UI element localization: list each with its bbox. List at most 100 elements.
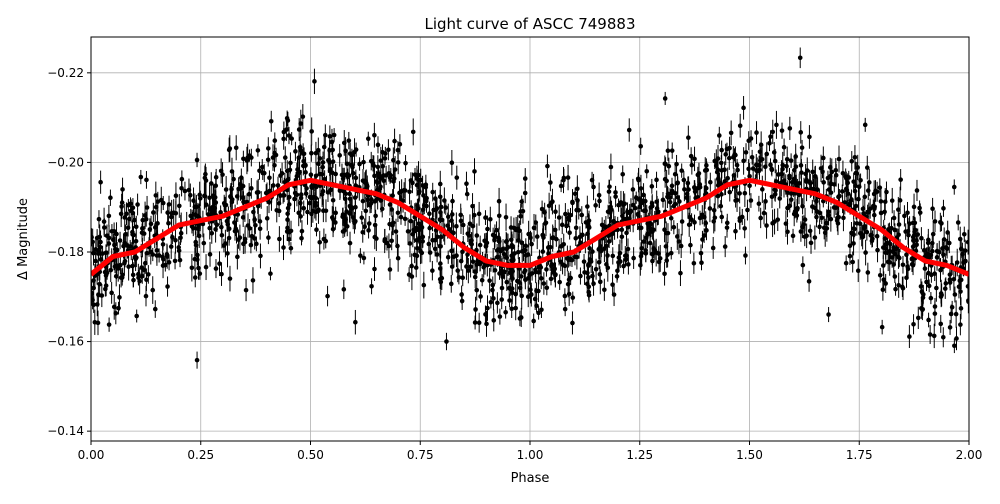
data-point	[833, 168, 839, 173]
data-point	[570, 295, 576, 300]
data-point	[144, 250, 150, 256]
data-point	[119, 200, 125, 205]
data-point	[892, 227, 898, 233]
data-point	[438, 244, 443, 249]
data-point	[131, 277, 136, 283]
data-point	[414, 225, 419, 231]
data-point	[861, 211, 866, 216]
data-point	[239, 175, 244, 180]
data-point	[140, 217, 146, 223]
data-point	[686, 222, 692, 228]
data-point	[170, 235, 175, 240]
data-point	[679, 219, 685, 224]
data-point	[289, 136, 294, 141]
data-point	[854, 221, 860, 226]
data-point	[182, 188, 188, 194]
data-point	[855, 268, 861, 273]
data-point	[585, 204, 590, 209]
data-point	[460, 275, 466, 281]
data-point	[165, 284, 170, 289]
x-tick-label: 1.00	[517, 448, 544, 462]
data-point	[826, 187, 832, 192]
data-point	[804, 168, 810, 173]
data-point	[274, 207, 280, 213]
data-point	[346, 138, 352, 143]
data-point	[465, 252, 470, 257]
data-point	[570, 200, 575, 206]
data-point	[357, 161, 362, 167]
data-point	[754, 130, 759, 135]
data-point	[113, 310, 119, 316]
data-point	[671, 224, 677, 230]
data-point	[287, 167, 293, 173]
data-point	[258, 253, 263, 259]
data-point	[726, 155, 732, 161]
data-point	[303, 163, 308, 168]
data-point	[485, 305, 490, 311]
data-point	[161, 256, 166, 262]
data-point	[219, 233, 225, 238]
data-point	[947, 325, 953, 330]
data-point	[409, 263, 414, 269]
data-point	[358, 253, 363, 258]
data-point	[98, 257, 104, 262]
data-point	[478, 294, 483, 299]
data-point	[632, 205, 638, 211]
data-point	[742, 226, 747, 231]
data-point	[936, 249, 942, 255]
data-point	[889, 225, 894, 231]
data-point	[565, 281, 571, 287]
data-point	[788, 158, 794, 163]
data-point	[917, 205, 922, 211]
data-point	[613, 190, 618, 195]
data-point	[203, 171, 208, 177]
y-tick-label: −0.18	[47, 245, 84, 259]
data-point	[879, 324, 885, 330]
data-point	[810, 169, 816, 175]
data-point	[495, 254, 500, 260]
data-point	[235, 254, 240, 260]
data-point	[719, 214, 725, 220]
data-point	[562, 263, 568, 269]
y-tick-label: −0.22	[47, 66, 84, 80]
data-point	[715, 193, 721, 199]
data-point	[194, 157, 200, 163]
data-point	[155, 221, 160, 226]
data-point	[217, 261, 222, 266]
data-point	[607, 184, 612, 189]
data-point	[938, 267, 943, 273]
data-point	[963, 258, 968, 264]
data-point	[113, 274, 119, 279]
data-point	[208, 181, 214, 186]
data-point	[638, 186, 644, 191]
data-point	[585, 270, 590, 276]
data-point	[266, 235, 271, 240]
data-point	[844, 176, 849, 181]
data-point	[155, 199, 161, 204]
data-point	[924, 279, 929, 285]
data-point	[366, 228, 371, 233]
data-point	[363, 180, 368, 186]
data-point	[469, 241, 474, 247]
data-point	[934, 255, 940, 260]
data-point	[681, 177, 687, 183]
y-tick-label: −0.14	[47, 424, 84, 438]
data-point	[423, 198, 429, 204]
data-point	[300, 114, 306, 119]
data-point	[844, 187, 850, 193]
data-point	[882, 209, 887, 215]
data-point	[909, 262, 915, 267]
data-point	[533, 220, 539, 225]
data-point	[956, 284, 962, 289]
data-point	[120, 187, 125, 192]
data-point	[381, 178, 387, 184]
data-point	[124, 211, 129, 217]
data-point	[757, 149, 763, 155]
data-point	[234, 228, 239, 233]
data-point	[539, 206, 545, 212]
data-point	[624, 216, 629, 222]
data-point	[190, 225, 196, 231]
data-point	[892, 251, 898, 257]
data-point	[438, 279, 444, 285]
data-point	[272, 150, 277, 156]
